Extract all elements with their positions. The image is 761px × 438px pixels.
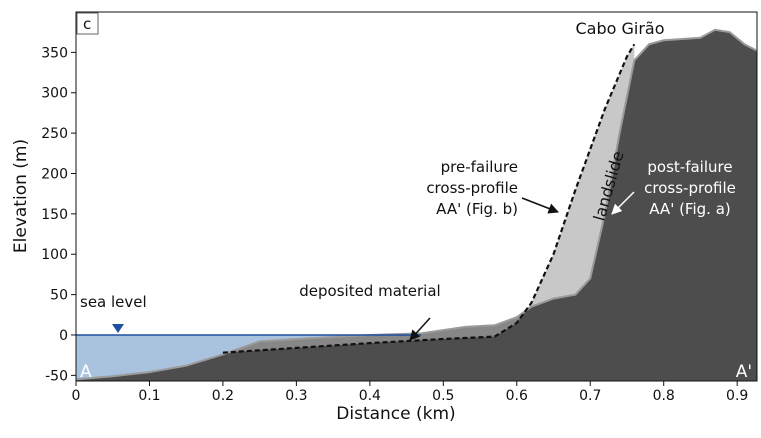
post-failure-label: AA' (Fig. a) — [649, 200, 731, 218]
x-tick-label: 0.3 — [285, 388, 307, 404]
pre-failure-arrow — [521, 197, 559, 214]
pre-failure-label: cross-profile — [426, 179, 518, 197]
bedrock-fill — [76, 29, 757, 381]
y-tick-label: 0 — [59, 328, 68, 344]
plot-area — [76, 28, 757, 381]
site-label: Cabo Girão — [575, 19, 664, 38]
x-tick-label: 0.8 — [653, 388, 675, 404]
y-axis-label: Elevation (m) — [11, 139, 31, 253]
x-tick-label: 0 — [72, 388, 81, 404]
x-tick-label: 0.4 — [359, 388, 381, 404]
y-tick-label: 250 — [41, 126, 68, 142]
deposit-label: deposited material — [299, 282, 440, 300]
post-failure-label: post-failure — [647, 158, 732, 176]
x-tick-label: 0.6 — [506, 388, 528, 404]
y-tick-label: 300 — [41, 86, 68, 102]
post-failure-arrow — [611, 191, 635, 215]
y-tick-label: 100 — [41, 247, 68, 263]
y-tick-label: 350 — [41, 45, 68, 61]
x-tick-label: 0.2 — [212, 388, 234, 404]
post-failure-label: cross-profile — [644, 179, 736, 197]
pre-failure-label: pre-failure — [441, 158, 518, 176]
sea-level-marker — [112, 324, 124, 333]
y-tick-label: 200 — [41, 166, 68, 182]
y-tick-label: 50 — [50, 288, 68, 304]
y-tick-label: 150 — [41, 207, 68, 223]
frame — [75, 11, 758, 382]
panel-label-box — [76, 12, 99, 35]
x-tick-label: 0.9 — [726, 388, 748, 404]
x-tick-label: 0.5 — [432, 388, 454, 404]
x-axis-label: Distance (km) — [336, 404, 455, 424]
end-label: A' — [736, 362, 752, 382]
pre-failure-label: AA' (Fig. b) — [436, 200, 518, 218]
sea-level-label: sea level — [80, 293, 147, 311]
post-failure-line — [76, 28, 757, 381]
pre-failure-line — [222, 43, 636, 354]
y-tick-label: -50 — [45, 368, 68, 384]
deposit-arrow — [409, 317, 431, 341]
start-label: A — [80, 362, 92, 382]
panel-label: c — [83, 15, 91, 33]
x-tick-label: 0.1 — [138, 388, 160, 404]
x-tick-label: 0.7 — [579, 388, 601, 404]
